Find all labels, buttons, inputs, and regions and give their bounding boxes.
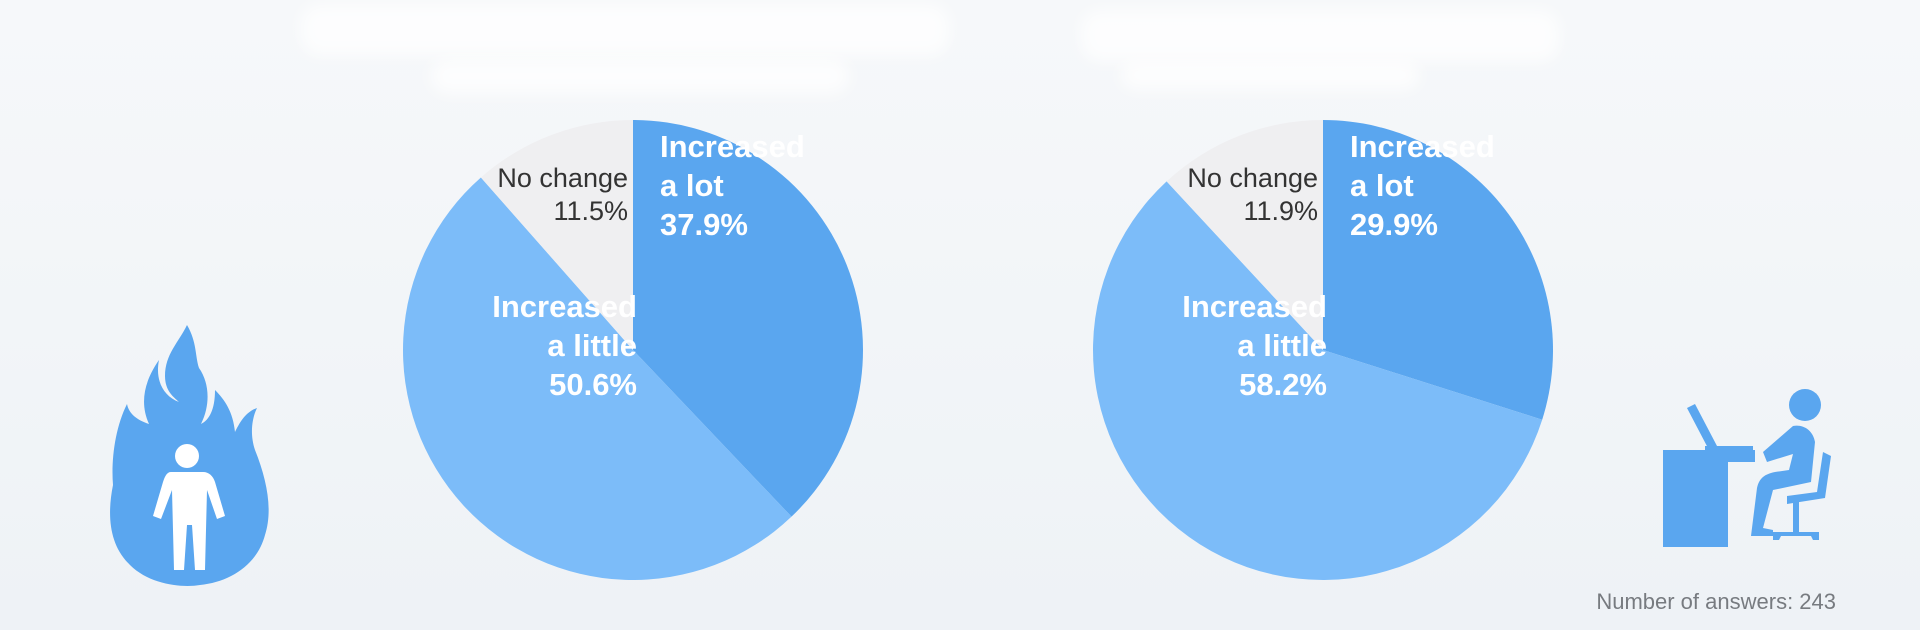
pie1-label-increased-a-little: Increased a little 50.6%: [492, 289, 637, 402]
blurred-subheader-right: [1120, 60, 1420, 90]
blurred-header-left: [300, 4, 950, 56]
pie2-label-no-change: No change 11.9%: [1187, 163, 1318, 226]
person-in-flames-icon: [110, 325, 269, 586]
pie2-label-increased-a-little: Increased a little 58.2%: [1182, 289, 1327, 402]
answers-count: Number of answers: 243: [1596, 589, 1836, 614]
pie1-slice-increased-a-little: [403, 177, 792, 580]
pie-chart-1: Increased a lot 37.9%Increased a little 50.6…: [403, 120, 863, 580]
blurred-header-right: [1080, 10, 1560, 62]
pie2-slice-no-change: [1166, 120, 1323, 350]
blurred-subheader-left: [430, 58, 850, 94]
person-at-desk-icon: [1663, 389, 1831, 547]
pie2-slice-increased-a-lot: [1323, 120, 1553, 420]
pie2-slice-increased-a-little: [1093, 181, 1543, 581]
pie1-slice-no-change: [480, 120, 633, 350]
pie1-label-no-change: No change 11.5%: [497, 163, 628, 226]
pie1-label-increased-a-lot: Increased a lot 37.9%: [660, 129, 805, 242]
pie1-slice-increased-a-lot: [633, 120, 863, 517]
pie-chart-2: Increased a lot 29.9%Increased a little 58.2…: [1093, 120, 1553, 581]
pie2-label-increased-a-lot: Increased a lot 29.9%: [1350, 129, 1495, 242]
